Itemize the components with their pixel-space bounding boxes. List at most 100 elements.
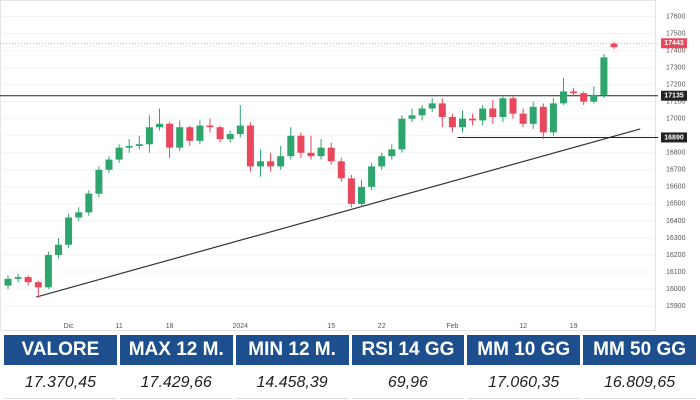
candle-body (469, 118, 477, 121)
header-cell: MM 50 GG (583, 335, 696, 365)
candle-body (459, 118, 466, 128)
y-tick-label: 17100 (666, 99, 686, 106)
candle-body (560, 91, 567, 104)
candle-body (196, 125, 204, 141)
candle-body (287, 135, 295, 157)
y-tick-label: 16600 (666, 184, 686, 191)
candle-body (267, 161, 275, 167)
last-price-label: 17443 (664, 40, 684, 47)
chart: 15900 16000 16100 16200 16300 16400 16500 16600… (0, 0, 687, 331)
candle-body (297, 135, 305, 153)
candle-body (4, 278, 12, 286)
y-tick-label: 17600 (666, 13, 686, 20)
candle-body (145, 127, 153, 145)
candle-body (226, 134, 234, 140)
y-tick-label: 17000 (666, 116, 686, 123)
candle-body (388, 149, 396, 157)
y-tick-label: 15900 (666, 303, 686, 310)
candle-body (156, 123, 163, 128)
candle-body (75, 212, 83, 218)
value-cell: 16.809,65 (583, 368, 696, 399)
candle-body (580, 93, 588, 102)
candle-body (55, 244, 62, 255)
candle-body (277, 156, 285, 167)
x-tick-label: Dic (64, 323, 75, 330)
candle-body (14, 277, 22, 279)
plot-border (0, 0, 656, 331)
candle-body (438, 103, 446, 118)
candle-body (135, 144, 143, 146)
value-cell: 14.458,39 (235, 368, 349, 399)
candle-body (176, 127, 184, 148)
x-tick-label: 18 (166, 323, 174, 330)
y-tick-label: 17400 (666, 47, 686, 54)
y-tick-label: 17300 (666, 64, 686, 71)
candle-body (166, 123, 174, 148)
stats-table: VALORE MAX 12 M. MIN 12 M. RSI 14 GG MM 10 G… (4, 335, 696, 399)
candle-body (65, 217, 73, 245)
y-tick-label: 16300 (666, 235, 686, 242)
candle-body (509, 98, 517, 114)
candle-body (448, 117, 456, 128)
candle-body (489, 108, 497, 118)
candle-body (85, 193, 93, 213)
header-cell: VALORE (4, 335, 117, 365)
x-tick-label: Feb (446, 323, 458, 330)
header-cell: MIN 12 M. (235, 335, 349, 365)
candle-body (600, 57, 608, 95)
candle-body (115, 147, 123, 160)
candle-body (479, 108, 487, 121)
y-tick-label: 16100 (666, 269, 686, 276)
x-tick-label: 11 (115, 323, 122, 330)
candle-body (610, 43, 618, 48)
y-tick-label: 17200 (666, 81, 686, 88)
candle-body (125, 145, 133, 148)
x-tick-label: 22 (378, 323, 386, 330)
y-tick-label: 16000 (666, 286, 686, 293)
candle-body (24, 277, 32, 283)
candle-body (368, 166, 376, 187)
value-cell: 69,96 (351, 368, 465, 399)
candle-body (337, 161, 345, 179)
candle-body (529, 106, 537, 124)
level-tag (661, 132, 687, 143)
trendline (36, 128, 641, 298)
level-label: 16890 (664, 134, 684, 141)
candle-body (428, 103, 436, 109)
value-cell: 17.060,35 (467, 368, 581, 399)
level-label: 17135 (664, 93, 684, 100)
header-cell: RSI 14 GG (351, 335, 465, 365)
candle-body (408, 115, 416, 119)
y-tick-label: 16700 (666, 167, 686, 174)
candle-body (236, 125, 244, 135)
last-price-tag (661, 38, 687, 49)
candle-body (519, 113, 527, 124)
x-tick-label: 12 (519, 323, 527, 330)
candle-body (358, 186, 365, 204)
y-tick-label: 16500 (666, 201, 686, 208)
candle-body (418, 108, 426, 116)
y-tick-label: 16400 (666, 218, 686, 225)
candle-body (216, 127, 224, 140)
y-tick-label: 16800 (666, 150, 686, 157)
candle-body (549, 103, 557, 133)
x-tick-label: 19 (570, 323, 578, 330)
value-cell: 17.370,45 (4, 368, 117, 399)
candle-body (44, 254, 52, 288)
candle-body (307, 152, 315, 157)
candle-body (570, 91, 578, 94)
candle-body (317, 147, 325, 157)
candle-body (257, 161, 264, 167)
x-tick-label: 15 (327, 323, 335, 330)
candle-body (105, 159, 113, 170)
candle-body (499, 98, 507, 118)
candle-body (539, 106, 547, 133)
x-tick-label: 2024 (233, 323, 249, 330)
header-cell: MM 10 GG (467, 335, 581, 365)
candle-body (590, 94, 598, 102)
candle-body (398, 118, 406, 150)
candle-body (95, 169, 103, 194)
candle-body (206, 125, 214, 128)
header-cell: MAX 12 M. (119, 335, 233, 365)
